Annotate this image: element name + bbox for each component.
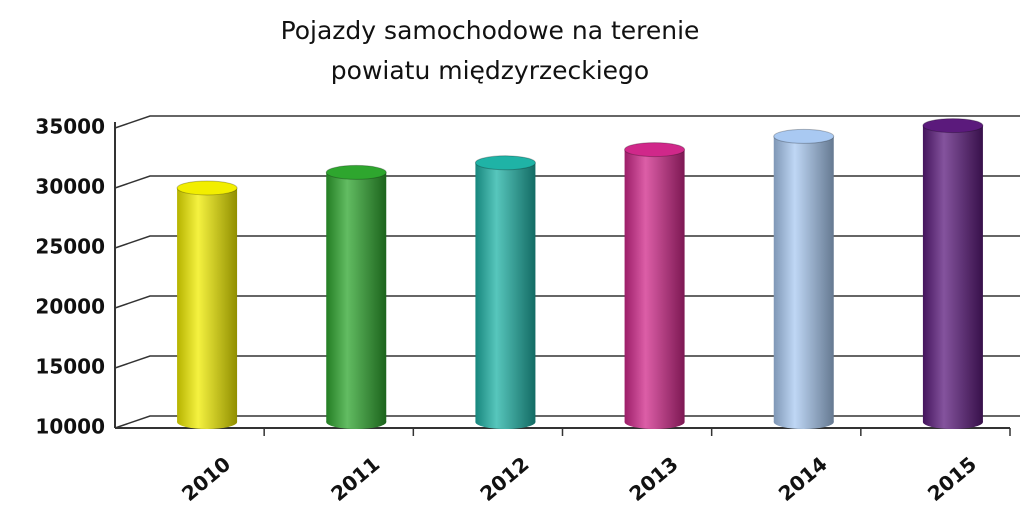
y-tick-label: 25000 xyxy=(35,235,105,259)
chart-title: powiatu międzyrzeckiego xyxy=(331,56,649,85)
y-tick-label: 15000 xyxy=(35,355,105,379)
x-tick-label: 2015 xyxy=(923,452,981,506)
y-tick-label: 35000 xyxy=(35,115,105,139)
y-tick-label: 10000 xyxy=(35,415,105,439)
grid-line xyxy=(114,295,1020,309)
bar xyxy=(176,180,238,429)
bar xyxy=(922,118,984,429)
bar xyxy=(624,142,686,429)
grid-line xyxy=(114,415,1020,429)
bar xyxy=(773,128,835,429)
x-tick-label: 2014 xyxy=(774,452,832,506)
y-tick-label: 20000 xyxy=(35,295,105,319)
bar xyxy=(474,155,536,429)
x-tick-label: 2012 xyxy=(475,452,533,506)
x-tick-label: 2011 xyxy=(326,452,384,506)
grid-line xyxy=(114,355,1020,369)
y-tick-label: 30000 xyxy=(35,175,105,199)
chart-title: Pojazdy samochodowe na terenie xyxy=(281,16,700,45)
x-tick-label: 2010 xyxy=(177,452,235,506)
x-tick-label: 2013 xyxy=(625,452,683,506)
grid-line xyxy=(114,175,1020,189)
grid-line xyxy=(114,115,1020,129)
grid-line xyxy=(114,235,1020,249)
bar xyxy=(325,164,387,429)
